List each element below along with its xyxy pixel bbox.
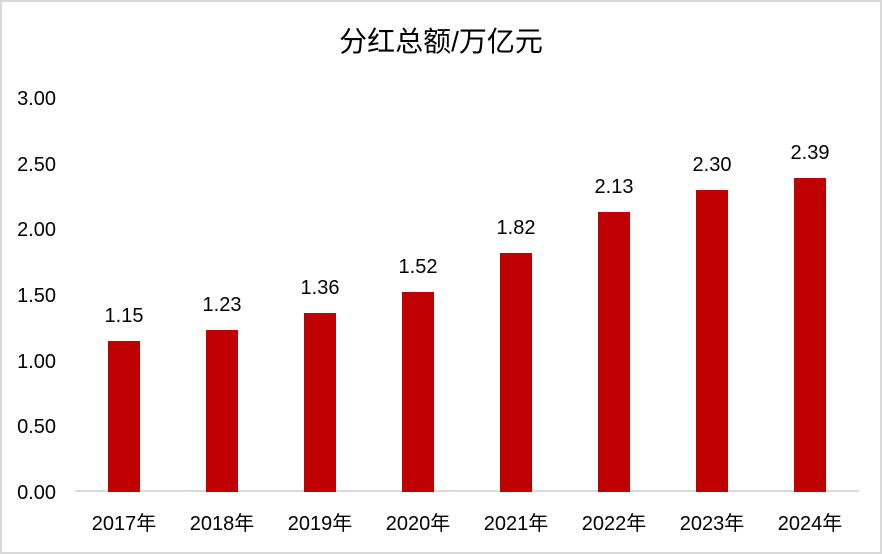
y-axis-tick-label: 3.00 <box>17 88 56 110</box>
x-axis-tick-label: 2018年 <box>189 513 255 535</box>
bar <box>598 212 630 492</box>
bar <box>206 330 238 492</box>
bar-value-label: 1.15 <box>104 304 144 327</box>
x-axis-tick-label: 2017年 <box>91 513 157 535</box>
x-axis-tick-label: 2022年 <box>581 513 647 535</box>
chart-title: 分红总额/万亿元 <box>339 26 543 57</box>
bar-value-label: 1.23 <box>202 294 242 317</box>
y-axis-tick-label: 0.50 <box>17 416 56 439</box>
x-axis-tick-label: 2020年 <box>385 513 451 535</box>
bar <box>108 340 140 492</box>
x-axis-tick-label: 2023年 <box>679 513 745 535</box>
bar <box>304 313 336 492</box>
bar <box>402 292 434 492</box>
y-axis-tick-label: 1.00 <box>17 350 56 373</box>
bar <box>696 189 728 492</box>
y-axis-tick-label: 0.00 <box>17 482 56 504</box>
x-axis-tick-label: 2019年 <box>287 513 353 535</box>
y-axis-tick-label: 2.50 <box>17 153 56 176</box>
y-axis-tick-label: 2.00 <box>17 219 56 242</box>
bar-value-label: 1.52 <box>398 256 438 279</box>
x-axis-line <box>75 490 859 492</box>
bar-value-label: 1.82 <box>496 216 536 239</box>
bar <box>794 178 826 492</box>
bar-value-label: 2.39 <box>790 142 830 165</box>
x-axis-tick-label: 2021年 <box>483 513 549 535</box>
x-axis-tick-label: 2024年 <box>777 513 843 535</box>
bar-value-label: 1.36 <box>300 277 340 300</box>
bar <box>500 252 532 492</box>
bar-value-label: 2.13 <box>594 176 634 199</box>
y-axis-tick-label: 1.50 <box>17 285 56 307</box>
bar-value-label: 2.30 <box>692 153 732 176</box>
